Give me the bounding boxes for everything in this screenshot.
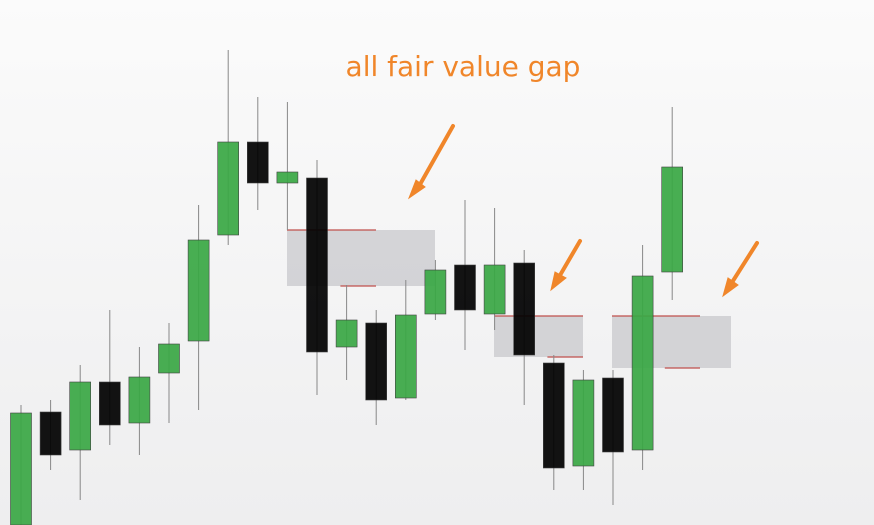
candle-body — [158, 343, 180, 374]
candle-body — [128, 376, 151, 424]
candle-body — [602, 377, 624, 453]
candle-body — [661, 166, 684, 273]
candle-body — [247, 141, 269, 184]
fair-value-gap — [612, 316, 731, 368]
candle-body — [424, 269, 447, 315]
arrow-head — [550, 271, 567, 292]
candle-body — [365, 322, 388, 401]
candle-body — [454, 264, 476, 311]
arrow — [729, 241, 759, 286]
fair-value-gap — [494, 316, 583, 357]
candle-body — [10, 412, 32, 525]
arrow-head — [722, 277, 739, 298]
candle-body — [335, 319, 358, 348]
candle-body — [542, 362, 565, 469]
candle-body — [483, 264, 506, 315]
candle-body — [39, 411, 62, 456]
candle-body — [572, 379, 595, 467]
candle-body — [394, 314, 417, 399]
candle-body — [306, 177, 328, 353]
arrow-head — [407, 179, 426, 200]
candle-body — [217, 141, 239, 236]
arrow — [416, 124, 455, 190]
candle-body — [276, 171, 299, 184]
candle-body — [513, 262, 536, 356]
candle-body — [631, 275, 654, 451]
arrows — [407, 124, 759, 298]
chart-title: all fair value gap — [346, 50, 581, 83]
plot — [10, 50, 731, 525]
candle-body — [187, 239, 210, 342]
candle-body — [99, 381, 121, 426]
arrow — [557, 239, 582, 279]
candle-body — [69, 381, 91, 451]
